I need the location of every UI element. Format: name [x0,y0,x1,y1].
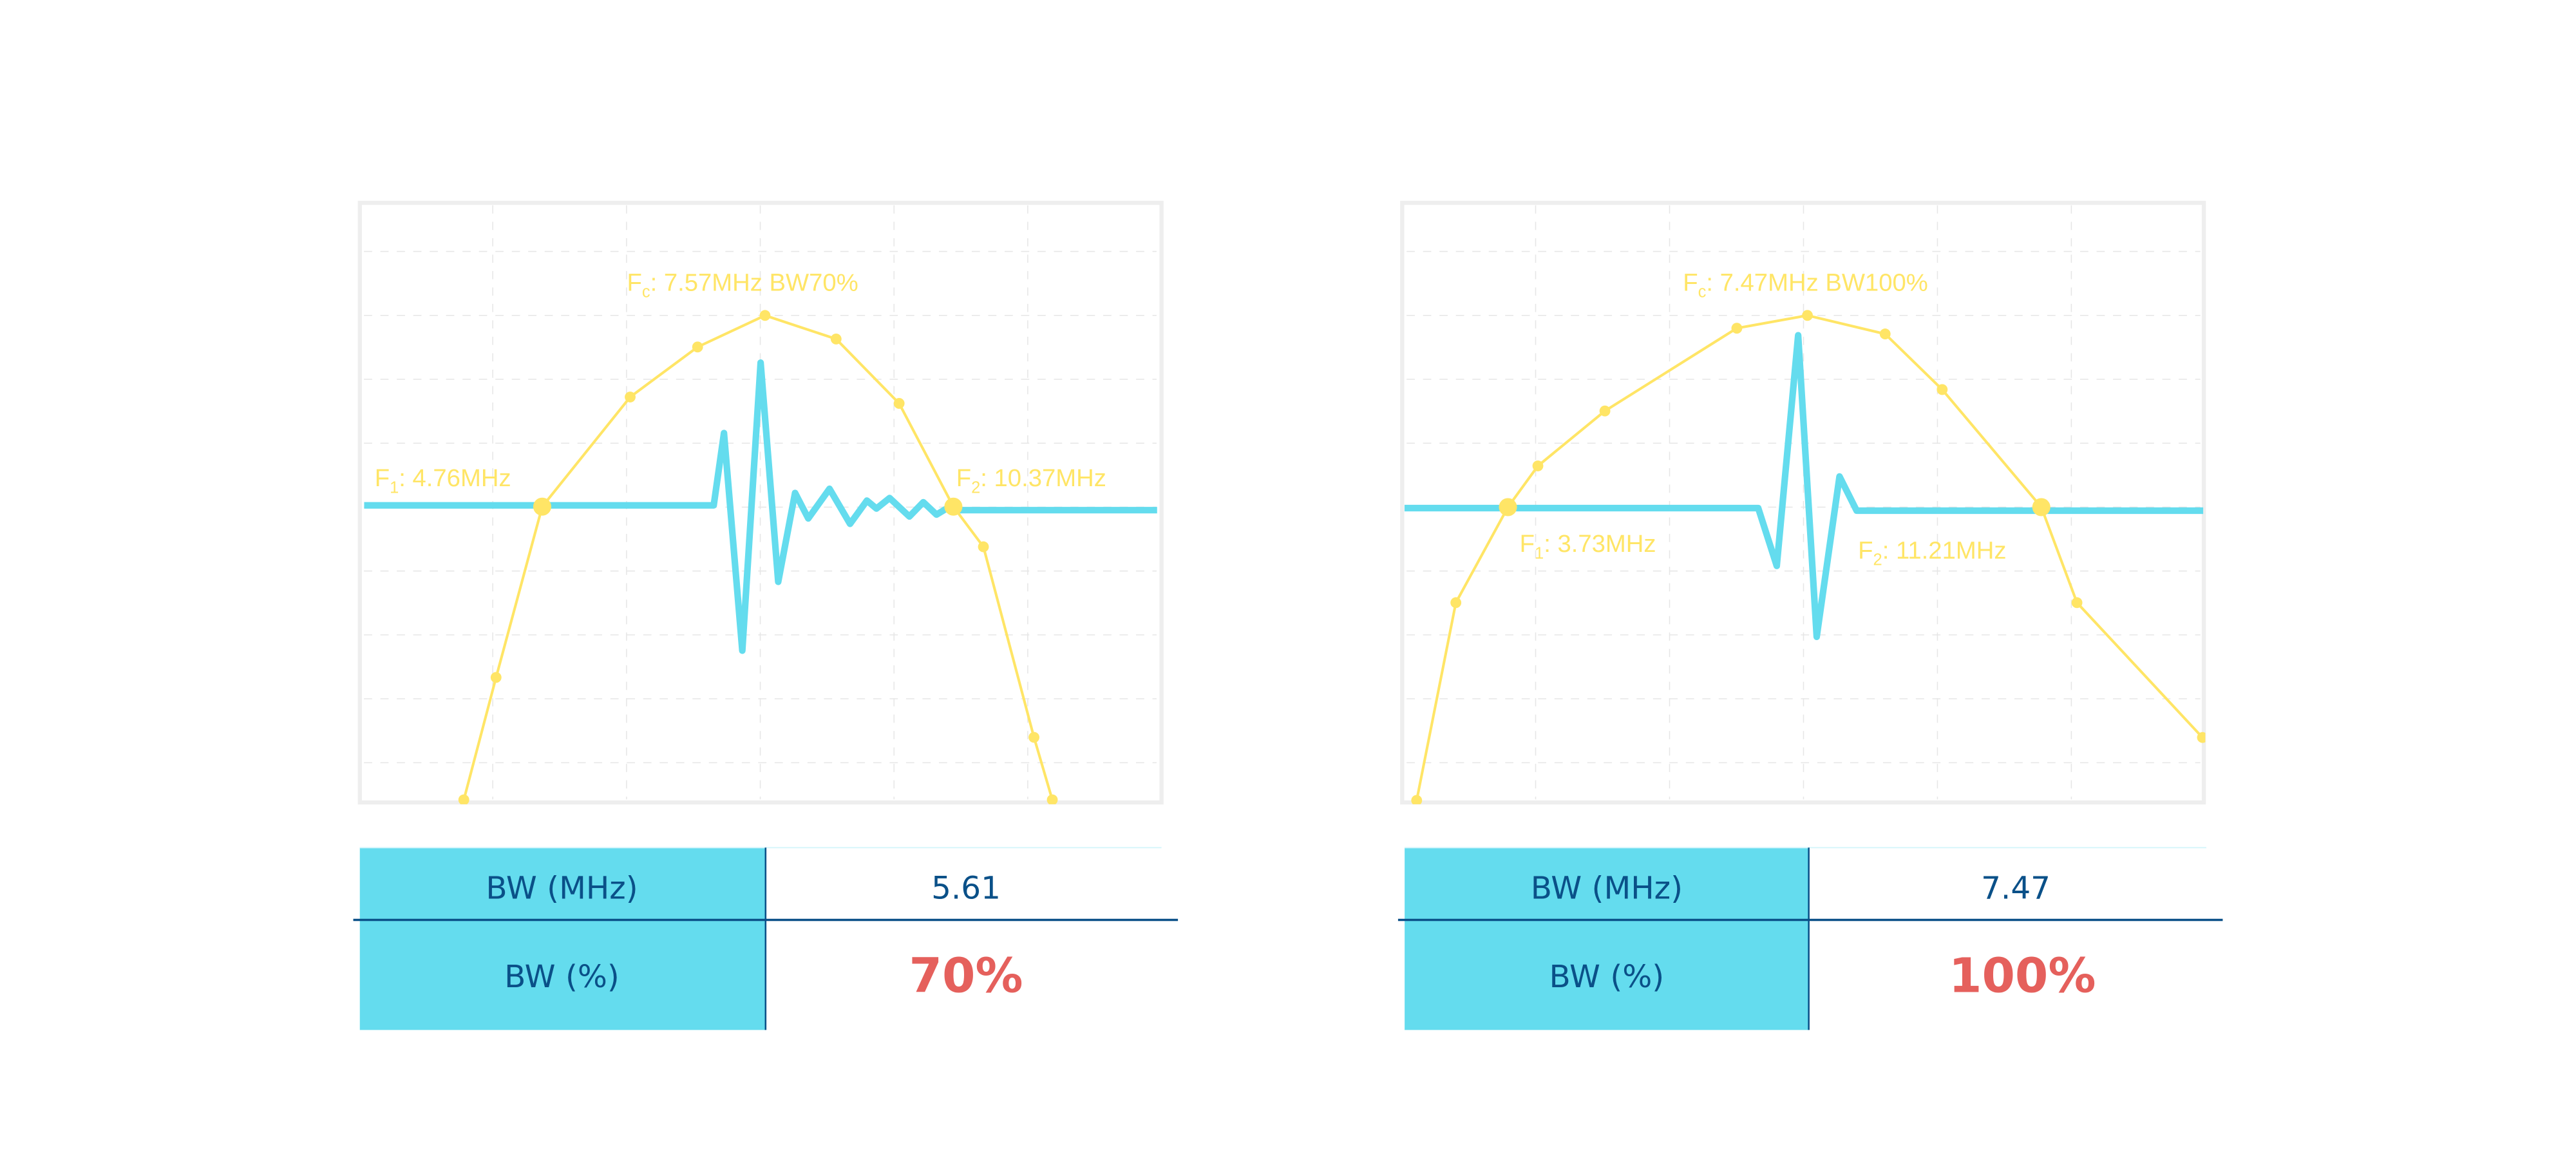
chart-panel-70: Fc: 7.57MHz BW70% F1: 4.76MHz F2: 10.37M… [353,200,1179,1030]
f1-label: F1: 4.76MHz [375,464,511,497]
f1-label: F1: 3.73MHz [1520,530,1656,562]
table-header-cell-mhz [359,847,766,920]
chart-panel-100: Fc: 7.47MHz BW100% F1: 3.73MHz F2: 11.21… [1397,200,2223,1030]
spectrum-point [1411,795,1423,804]
spectrum-point [1450,597,1462,609]
spectrum-point [978,541,989,553]
spectrum-point [1879,328,1891,340]
spectrum-point [2071,597,2083,609]
spectrum-line [1415,314,2204,801]
spectrum-point [830,334,842,345]
table-header-cell-pct [359,920,766,1030]
fc-label: Fc: 7.47MHz BW100% [1683,269,1928,301]
spectrum-point [1046,794,1058,804]
f2-label: F2: 11.21MHz [1858,536,2006,569]
waveform-line [364,359,1157,654]
bandwidth-table: BW (MHz) 7.47 BW (%) 100% [1397,847,2223,1030]
cutoff-marker-point [1499,498,1517,516]
chart-frame [1400,200,2206,805]
cutoff-marker-point [944,497,963,516]
waveform-line [1404,332,2204,641]
fc-label: Fc: 7.57MHz BW70% [627,269,858,301]
cutoff-marker-point [533,497,552,516]
spectrum-line [462,314,1054,800]
table-label-bw-pct: BW (%) [504,959,620,995]
table-value-bw-pct: 100% [1949,949,2096,1004]
plot [364,310,1157,804]
spectrum-point [458,794,469,804]
f2-label: F2: 10.37MHz [956,464,1106,497]
spectrum-point [1532,460,1544,471]
spectrum-point [759,310,771,321]
spectrum-point [1802,310,1813,321]
spectrum-point [1937,384,1948,395]
grid [1406,205,2201,800]
cutoff-marker-point [2032,498,2050,516]
spectrum-point [1028,732,1039,743]
table-label-bw-pct: BW (%) [1549,959,1665,995]
table-label-bw-mhz: BW (MHz) [1531,870,1683,906]
spectrum-point [625,392,636,402]
table-value-bw-mhz: 5.61 [931,870,1001,906]
spectrum-point [2197,732,2206,743]
spectrum-point [1599,405,1611,417]
plot [1404,310,2206,804]
table-value-bw-pct: 70% [909,949,1023,1004]
table-value-bw-mhz: 7.47 [1981,870,2050,906]
chart-frame [357,200,1164,805]
spectrum-point [490,672,502,683]
spectrum-point [893,397,905,409]
table-header-cell-mhz [1405,847,1809,920]
bandwidth-table: BW (MHz) 5.61 BW (%) 70% [353,847,1179,1030]
spectrum-point [692,341,703,353]
table-label-bw-mhz: BW (MHz) [486,870,638,906]
spectrum-point [1731,323,1743,334]
table-header-cell-pct [1405,920,1809,1030]
